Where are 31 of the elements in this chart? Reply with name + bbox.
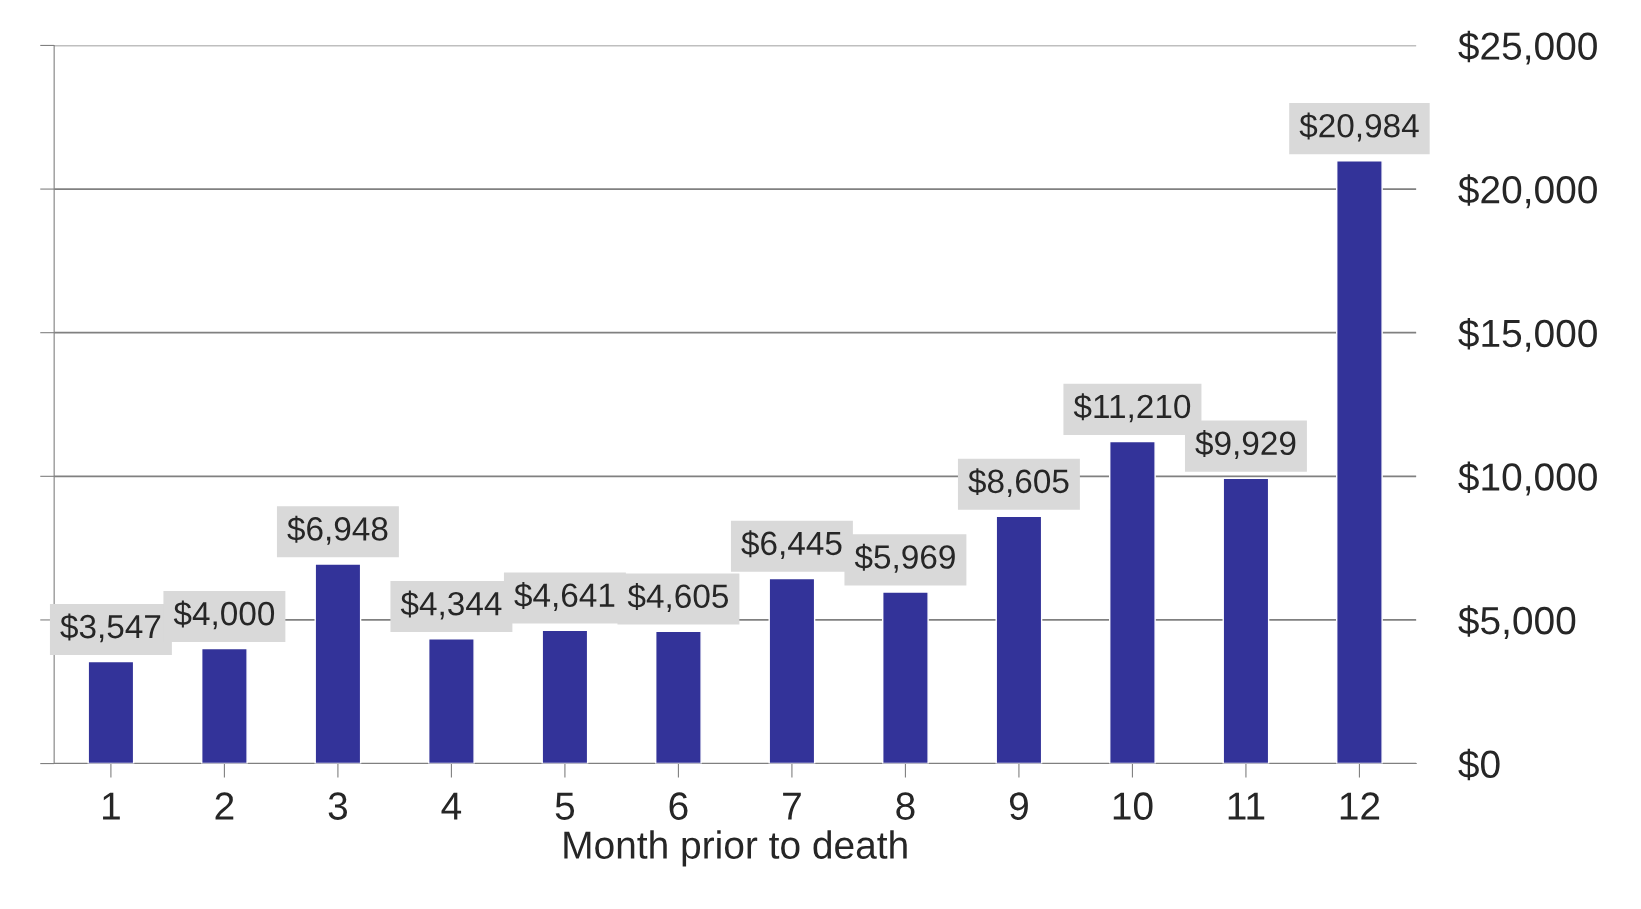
- data-label: $4,000: [173, 600, 275, 630]
- y-tick-label: $15,000: [1458, 318, 1597, 352]
- x-tick-label: 4: [441, 792, 462, 820]
- y-tick-label: $20,000: [1458, 174, 1597, 209]
- x-tick-label: 5: [555, 792, 575, 820]
- x-tick-label: 1: [103, 792, 120, 820]
- data-label: $5,969: [854, 543, 955, 573]
- data-label: $4,605: [627, 583, 728, 612]
- data-label: $6,445: [741, 530, 842, 560]
- data-label: $6,948: [287, 515, 388, 545]
- x-tick-label: 12: [1340, 792, 1380, 820]
- data-label: $4,641: [514, 581, 615, 611]
- y-tick-label: $5,000: [1458, 605, 1576, 640]
- data-label: $3,547: [60, 613, 161, 643]
- y-tick-label: $10,000: [1458, 461, 1597, 496]
- x-tick-label: 3: [328, 792, 348, 820]
- data-label: $4,344: [400, 590, 502, 620]
- x-axis-title: Month prior to death: [564, 830, 907, 867]
- x-tick-label: 8: [896, 792, 915, 820]
- x-tick-label: 11: [1228, 792, 1265, 820]
- y-tick-label: $25,000: [1458, 30, 1597, 65]
- data-label: $20,984: [1299, 112, 1419, 142]
- data-label: $9,929: [1195, 430, 1296, 460]
- data-label: $11,210: [1073, 393, 1191, 423]
- x-tick-label: 6: [669, 792, 688, 820]
- x-tick-label: 9: [1009, 792, 1028, 820]
- y-tick-label: $0: [1458, 748, 1500, 781]
- x-tick-label: 7: [783, 792, 801, 820]
- x-tick-label: 10: [1113, 792, 1153, 820]
- data-label: $8,605: [968, 468, 1069, 498]
- x-tick-label: 2: [215, 792, 234, 820]
